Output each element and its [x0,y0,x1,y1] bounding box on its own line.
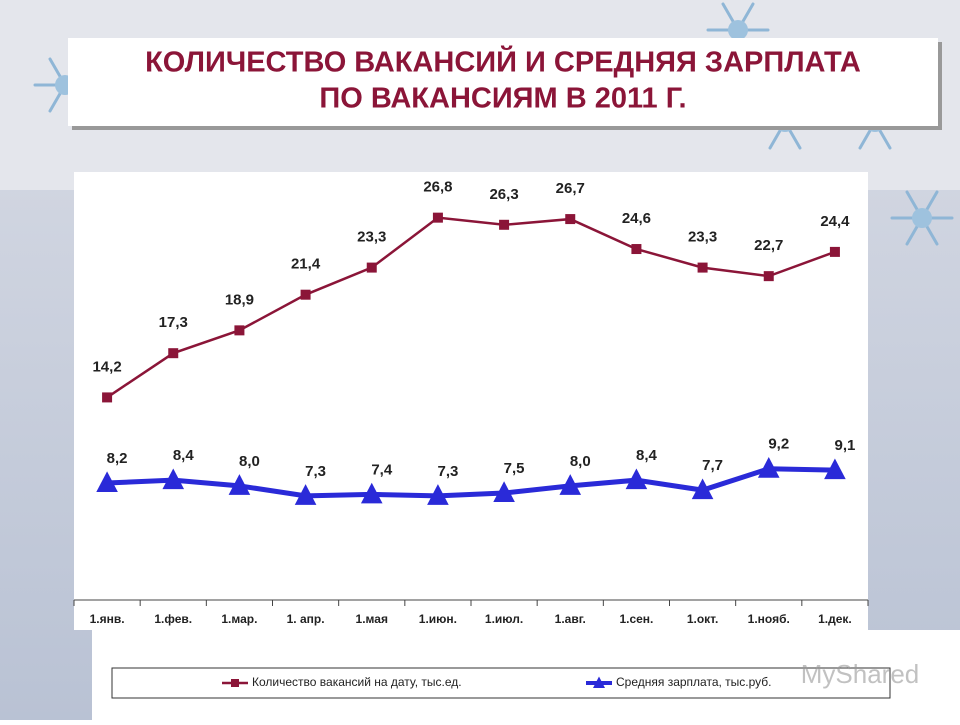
legend-marker [231,679,239,687]
data-label: 7,3 [437,463,458,480]
x-tick-label: 1.сен. [619,612,653,626]
data-label: 7,5 [504,460,525,477]
data-point [631,244,642,255]
data-point [697,262,708,273]
data-point [625,468,648,490]
data-label: 23,3 [357,229,386,246]
data-point [228,474,251,495]
x-tick-label: 1.окт. [687,612,719,626]
legend-label: Количество вакансий на дату, тыс.ед. [252,675,462,689]
x-tick-label: 1.июл. [485,612,523,626]
data-point [565,214,576,225]
data-point [427,484,449,505]
x-tick-label: 1.дек. [818,612,852,626]
data-label: 9,2 [768,436,789,453]
data-point [757,457,780,478]
data-point [366,262,377,273]
data-point [493,481,515,502]
x-tick-label: 1.мар. [221,612,257,626]
data-point [499,219,510,230]
title-box [68,38,938,126]
data-point [168,348,179,359]
data-point [96,471,118,493]
data-point [829,246,840,257]
data-point [691,478,714,500]
data-point [763,271,774,282]
x-tick-label: 1.авг. [555,612,586,626]
data-label: 21,4 [291,256,321,273]
legend-marker [593,676,605,688]
data-label: 8,4 [636,447,658,464]
plot-area [74,172,868,630]
data-point [824,458,846,480]
data-label: 7,4 [371,461,393,478]
data-label: 7,7 [702,457,723,474]
data-label: 8,0 [239,453,260,470]
x-tick-label: 1.нояб. [748,612,790,626]
data-label: 26,8 [423,179,452,196]
data-label: 14,2 [92,358,121,375]
data-point [294,484,317,505]
data-point [234,325,245,336]
data-point [300,289,311,300]
watermark: MyShared [801,659,920,689]
data-point [102,392,113,403]
x-tick-label: 1.янв. [90,612,125,626]
series-line [106,466,835,499]
data-label: 9,1 [834,437,855,454]
data-label: 17,3 [159,314,188,331]
x-tick-label: 1.июн. [419,612,457,626]
title-line: КОЛИЧЕСТВО ВАКАНСИЙ И СРЕДНЯЯ ЗАРПЛАТА [145,45,861,79]
data-label: 7,3 [305,463,326,480]
data-label: 24,6 [622,210,651,227]
data-label: 18,9 [225,291,254,308]
data-point [559,474,582,495]
data-point [360,482,383,504]
data-label: 22,7 [754,237,783,254]
data-point [432,212,443,223]
data-label: 8,2 [107,450,128,467]
data-label: 24,4 [820,213,850,230]
x-tick-label: 1.фев. [154,612,192,626]
series-line [106,216,836,399]
data-label: 26,7 [556,180,585,197]
data-label: 23,3 [688,229,717,246]
legend-label: Средняя зарплата, тыс.руб. [616,675,772,689]
title-line: ПО ВАКАНСИЯМ В 2011 Г. [319,83,686,115]
data-label: 8,4 [173,447,195,464]
data-point [162,468,185,490]
x-tick-label: 1.мая [356,612,388,626]
data-label: 8,0 [570,453,591,470]
data-label: 26,3 [489,186,518,203]
x-tick-label: 1. апр. [287,612,325,626]
